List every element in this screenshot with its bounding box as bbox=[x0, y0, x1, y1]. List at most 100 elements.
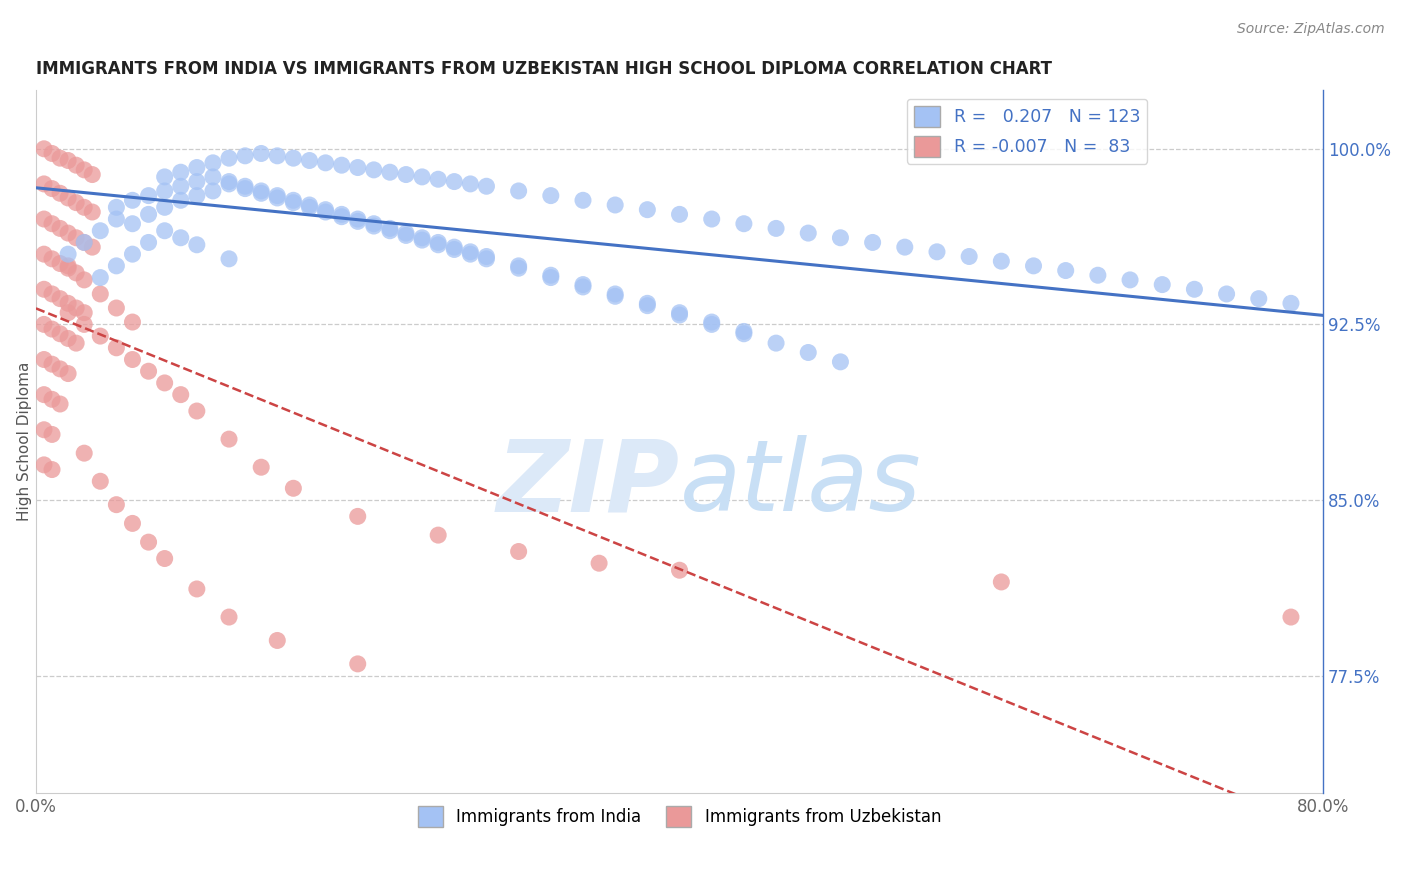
Point bbox=[460, 247, 482, 261]
Point bbox=[32, 247, 55, 261]
Point bbox=[266, 191, 288, 205]
Point bbox=[330, 158, 353, 172]
Point bbox=[201, 184, 224, 198]
Point bbox=[49, 221, 72, 235]
Point bbox=[153, 551, 176, 566]
Point bbox=[378, 221, 401, 235]
Point bbox=[153, 184, 176, 198]
Point bbox=[73, 235, 96, 250]
Point bbox=[138, 188, 160, 202]
Point bbox=[540, 188, 562, 202]
Point bbox=[41, 287, 63, 301]
Point bbox=[138, 207, 160, 221]
Point bbox=[508, 184, 530, 198]
Point bbox=[41, 357, 63, 371]
Point bbox=[56, 306, 79, 320]
Point bbox=[700, 318, 723, 332]
Point bbox=[395, 226, 418, 240]
Point bbox=[49, 256, 72, 270]
Point bbox=[346, 212, 368, 227]
Point bbox=[990, 254, 1012, 268]
Point bbox=[443, 240, 465, 254]
Point bbox=[411, 169, 433, 184]
Point bbox=[346, 214, 368, 228]
Point bbox=[153, 376, 176, 390]
Point bbox=[427, 528, 450, 542]
Point bbox=[56, 226, 79, 240]
Point bbox=[65, 266, 87, 280]
Point bbox=[460, 244, 482, 259]
Point bbox=[121, 217, 143, 231]
Point bbox=[572, 280, 595, 294]
Point bbox=[170, 179, 193, 194]
Point bbox=[797, 226, 820, 240]
Point bbox=[49, 397, 72, 411]
Point bbox=[862, 235, 884, 250]
Point bbox=[32, 458, 55, 472]
Point bbox=[218, 252, 240, 266]
Point bbox=[218, 151, 240, 165]
Point bbox=[330, 207, 353, 221]
Point bbox=[73, 162, 96, 177]
Point bbox=[41, 181, 63, 195]
Point bbox=[283, 195, 305, 210]
Point bbox=[250, 186, 273, 201]
Point bbox=[105, 341, 128, 355]
Point bbox=[89, 224, 111, 238]
Point bbox=[315, 202, 337, 217]
Point bbox=[65, 336, 87, 351]
Point bbox=[153, 224, 176, 238]
Point bbox=[733, 325, 755, 339]
Point bbox=[105, 301, 128, 315]
Point bbox=[700, 212, 723, 227]
Point bbox=[475, 250, 498, 264]
Point bbox=[186, 582, 208, 596]
Point bbox=[56, 259, 79, 273]
Point bbox=[636, 299, 658, 313]
Point bbox=[443, 175, 465, 189]
Point bbox=[733, 217, 755, 231]
Point bbox=[89, 329, 111, 343]
Point bbox=[266, 149, 288, 163]
Point bbox=[668, 306, 690, 320]
Point bbox=[315, 156, 337, 170]
Point bbox=[56, 191, 79, 205]
Point bbox=[186, 404, 208, 418]
Point bbox=[56, 296, 79, 310]
Point bbox=[588, 556, 610, 570]
Point bbox=[41, 322, 63, 336]
Point bbox=[427, 235, 450, 250]
Point bbox=[427, 237, 450, 252]
Point bbox=[121, 194, 143, 208]
Point bbox=[346, 509, 368, 524]
Point bbox=[668, 563, 690, 577]
Point bbox=[250, 460, 273, 475]
Point bbox=[266, 633, 288, 648]
Point bbox=[330, 210, 353, 224]
Point bbox=[830, 231, 852, 245]
Point bbox=[475, 252, 498, 266]
Legend: Immigrants from India, Immigrants from Uzbekistan: Immigrants from India, Immigrants from U… bbox=[411, 800, 948, 833]
Text: Source: ZipAtlas.com: Source: ZipAtlas.com bbox=[1237, 22, 1385, 37]
Point bbox=[605, 287, 627, 301]
Point bbox=[56, 331, 79, 345]
Point bbox=[121, 247, 143, 261]
Point bbox=[378, 165, 401, 179]
Point bbox=[49, 326, 72, 341]
Point bbox=[82, 168, 104, 182]
Point bbox=[32, 423, 55, 437]
Point bbox=[443, 243, 465, 257]
Point bbox=[218, 432, 240, 446]
Point bbox=[121, 352, 143, 367]
Point bbox=[411, 231, 433, 245]
Point bbox=[121, 315, 143, 329]
Point bbox=[56, 261, 79, 276]
Point bbox=[170, 231, 193, 245]
Point bbox=[298, 153, 321, 168]
Point bbox=[1247, 292, 1270, 306]
Point bbox=[121, 516, 143, 531]
Point bbox=[32, 352, 55, 367]
Point bbox=[89, 287, 111, 301]
Point bbox=[170, 194, 193, 208]
Point bbox=[41, 462, 63, 476]
